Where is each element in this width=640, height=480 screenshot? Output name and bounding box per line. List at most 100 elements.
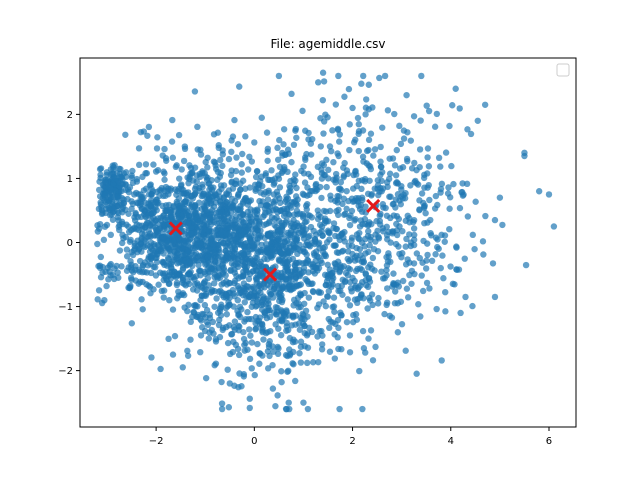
data-point <box>287 188 294 195</box>
data-point <box>284 168 291 176</box>
data-point <box>362 235 369 243</box>
data-point <box>481 101 489 108</box>
data-point <box>200 279 208 287</box>
data-point <box>326 324 333 332</box>
data-point <box>241 299 248 306</box>
data-point <box>244 308 251 316</box>
data-point <box>160 294 167 301</box>
data-point <box>369 357 377 364</box>
data-point <box>278 318 286 325</box>
data-point <box>422 265 430 272</box>
data-point <box>202 374 210 382</box>
data-point <box>160 244 167 252</box>
data-point <box>233 272 240 280</box>
data-point <box>217 312 225 319</box>
data-point <box>324 261 331 268</box>
data-point <box>102 198 110 206</box>
data-point <box>324 293 332 300</box>
data-point <box>174 260 181 267</box>
data-point <box>280 126 288 133</box>
data-point <box>364 190 372 198</box>
data-point <box>210 280 218 287</box>
data-point <box>198 292 205 299</box>
data-point <box>116 183 123 190</box>
data-point <box>301 322 308 330</box>
data-point <box>426 285 433 292</box>
data-point <box>403 235 410 243</box>
data-point <box>387 214 394 222</box>
data-point <box>205 335 212 342</box>
data-point <box>128 226 135 234</box>
data-point <box>344 248 352 255</box>
data-point <box>223 323 230 331</box>
data-point <box>294 250 301 258</box>
data-point <box>240 250 248 258</box>
data-point <box>385 175 393 183</box>
data-point <box>340 174 347 181</box>
data-point <box>360 72 367 80</box>
data-point <box>464 213 472 220</box>
data-point <box>453 244 460 251</box>
data-point <box>456 204 464 212</box>
data-point <box>154 134 161 141</box>
data-point <box>252 263 259 270</box>
data-point <box>165 280 173 288</box>
data-point <box>204 164 211 171</box>
data-point <box>149 247 157 254</box>
data-point <box>246 395 253 402</box>
data-point <box>447 263 454 270</box>
data-point <box>193 313 200 320</box>
data-point <box>318 175 326 182</box>
data-point <box>273 308 281 316</box>
data-point <box>220 182 228 189</box>
data-point <box>233 154 240 161</box>
data-point <box>274 144 281 152</box>
data-point <box>398 320 406 328</box>
data-point <box>294 245 301 253</box>
data-point <box>184 347 191 355</box>
data-point <box>258 284 265 291</box>
data-point <box>471 245 478 253</box>
data-point <box>391 110 398 118</box>
data-point <box>236 83 243 90</box>
data-point <box>159 152 166 159</box>
data-point <box>230 338 237 346</box>
data-point <box>107 231 115 239</box>
data-point <box>348 207 356 215</box>
data-point <box>410 218 417 226</box>
x-tick-label: −2 <box>149 436 164 447</box>
data-point <box>335 72 342 80</box>
data-point <box>100 236 108 244</box>
data-point <box>235 190 242 197</box>
data-point <box>195 212 203 219</box>
data-point <box>168 214 175 222</box>
data-point <box>179 290 187 297</box>
data-point <box>194 146 201 153</box>
data-point <box>331 355 339 362</box>
data-point <box>324 272 331 279</box>
data-point <box>212 199 219 206</box>
data-point <box>152 217 159 224</box>
data-point <box>148 239 155 246</box>
y-tick-label: −2 <box>58 366 73 377</box>
data-point <box>126 284 133 292</box>
data-point <box>304 257 312 264</box>
data-point <box>128 205 135 212</box>
y-tick-label: 1 <box>67 174 73 185</box>
data-point <box>375 294 382 302</box>
data-point <box>264 157 271 164</box>
data-point <box>348 237 355 244</box>
data-point <box>252 326 259 333</box>
data-point <box>335 206 342 213</box>
y-axis: −2 −1 0 1 2 <box>58 110 80 377</box>
data-point <box>217 213 224 220</box>
data-point <box>365 228 372 235</box>
data-point <box>257 269 264 277</box>
data-point <box>283 405 290 413</box>
data-point <box>169 116 176 124</box>
data-point <box>293 134 300 141</box>
data-point <box>147 290 154 297</box>
data-point <box>338 248 346 255</box>
data-point <box>228 195 236 203</box>
data-point <box>235 322 242 330</box>
